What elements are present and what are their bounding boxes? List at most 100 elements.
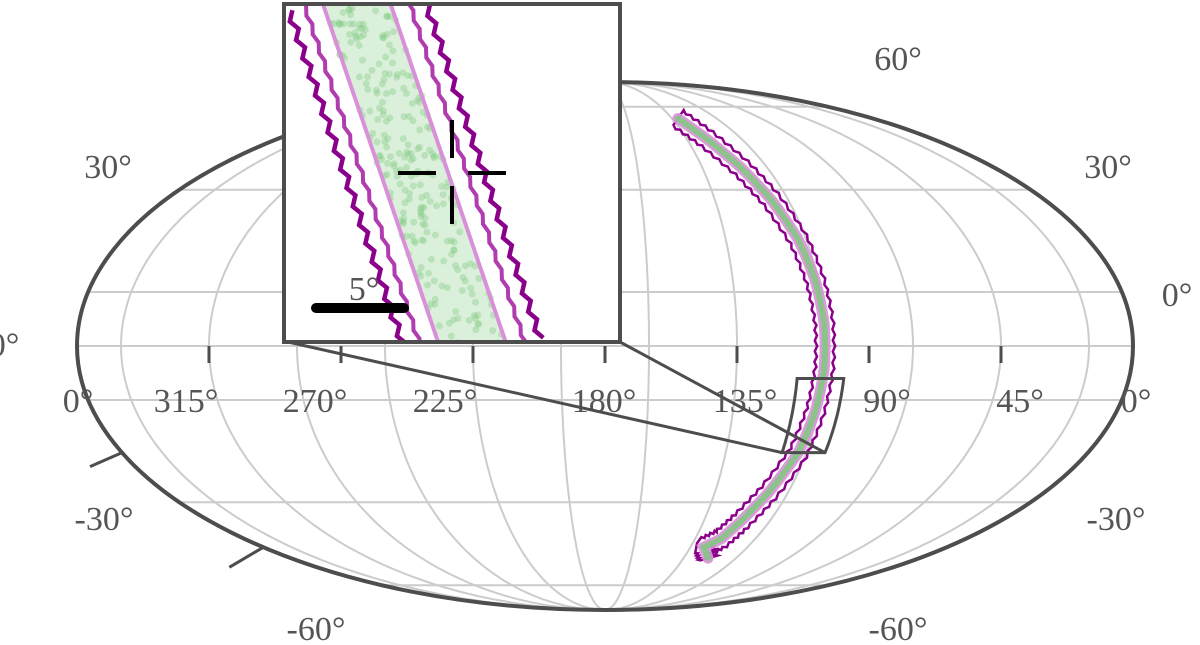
inset-star	[384, 160, 392, 168]
lat-tick-label-right: -60°	[869, 611, 928, 645]
inset-star	[360, 31, 368, 39]
inset-star	[418, 193, 426, 201]
inset-star	[407, 156, 415, 164]
inset-outer-contour	[424, 4, 545, 340]
inset-star	[439, 200, 447, 208]
inset-star	[378, 80, 386, 88]
inset-star	[426, 146, 434, 154]
inset-star	[416, 181, 424, 189]
inset-star	[419, 220, 427, 228]
inset-star	[410, 218, 418, 226]
inset-star	[378, 33, 386, 41]
inset-star	[399, 209, 407, 217]
inset-star	[355, 42, 363, 50]
inset-star	[376, 104, 384, 112]
lon-tick-label: 180°	[572, 383, 637, 420]
inset-star	[359, 56, 367, 64]
inset-star	[378, 98, 386, 106]
inset-star	[418, 236, 426, 244]
inset-star	[414, 145, 422, 153]
inset-star	[475, 274, 483, 282]
inset-star	[404, 72, 412, 80]
inset-star	[419, 237, 427, 245]
lon-tick-label: 0°	[1121, 383, 1152, 420]
inset-star	[403, 148, 411, 156]
lat-tickmark	[228, 545, 265, 569]
inset-star	[393, 73, 401, 81]
zoom-connector-right	[619, 340, 826, 454]
inset-star	[466, 260, 474, 268]
inset-star	[378, 155, 386, 163]
inset-star	[472, 314, 480, 322]
lat-tick-label-right: 60°	[874, 41, 922, 78]
zoom-connector-left	[287, 340, 783, 455]
inset-star	[386, 114, 394, 122]
inset-inner-contour	[388, 4, 508, 342]
inset-star	[381, 138, 389, 146]
inset-star	[450, 246, 458, 254]
inset-star	[423, 228, 431, 236]
inset-star	[438, 182, 446, 190]
inset-star	[467, 284, 475, 292]
inset-star	[454, 266, 462, 274]
lat-tick-label-left: 30°	[84, 149, 132, 186]
inset-star	[416, 126, 424, 134]
inset-star	[450, 246, 458, 254]
inset-star	[417, 208, 425, 216]
inset-star	[390, 162, 398, 170]
lon-tick-label: 0°	[63, 383, 94, 420]
inset-star	[382, 53, 390, 61]
inset-star	[452, 308, 460, 316]
inset-star	[465, 316, 473, 324]
inset-star	[383, 30, 391, 38]
inset-star	[402, 89, 410, 97]
lat-tickmark	[89, 451, 123, 469]
inset-mid-contour	[304, 5, 422, 342]
inset-star	[395, 149, 403, 157]
inset-inner-contour	[320, 4, 441, 342]
inset-star	[345, 6, 353, 14]
inset-star	[383, 171, 391, 179]
inset-star	[445, 319, 453, 327]
axis-tick-labels: 0° 315° 270° 225° 180° 135° 90° 45° 0° 30° 0° -30° -…	[0, 41, 1192, 645]
inset-star	[338, 0, 345, 2]
inset-star	[350, 20, 358, 28]
inset-star	[424, 123, 432, 131]
inset-star	[472, 326, 480, 334]
inset-star	[356, 33, 364, 41]
inset-star	[379, 32, 387, 40]
inset-star	[373, 138, 381, 146]
inset-star	[421, 221, 429, 229]
inset-star	[319, 0, 326, 2]
inset-star	[348, 4, 356, 12]
inset-star	[404, 141, 412, 149]
inset-star	[411, 239, 419, 247]
inset-star	[385, 70, 393, 78]
inset-star	[443, 183, 451, 191]
inset-star	[381, 69, 389, 77]
inset-star	[359, 20, 367, 28]
inset-star	[401, 199, 409, 207]
inset-star	[366, 107, 374, 115]
outer-contour	[672, 107, 837, 562]
inset-star	[372, 86, 380, 94]
inset-frame	[282, 2, 622, 344]
inset-star	[417, 272, 425, 280]
inset-star	[405, 195, 413, 203]
inset-star	[368, 66, 376, 74]
inset-star	[351, 29, 359, 37]
inset-star	[430, 152, 438, 160]
inset-star	[400, 218, 408, 226]
inset-star	[461, 277, 469, 285]
stream-density	[672, 107, 837, 564]
inset-star	[431, 295, 439, 303]
inset-star	[373, 89, 381, 97]
inset-star	[410, 237, 418, 245]
inset-star	[444, 237, 452, 245]
inset-star	[340, 20, 348, 28]
inset-star	[430, 277, 438, 285]
inset-star	[408, 99, 416, 107]
inset-star	[401, 186, 409, 194]
lat-tick-label-left: 0°	[0, 327, 19, 364]
inset-star	[386, 153, 394, 161]
